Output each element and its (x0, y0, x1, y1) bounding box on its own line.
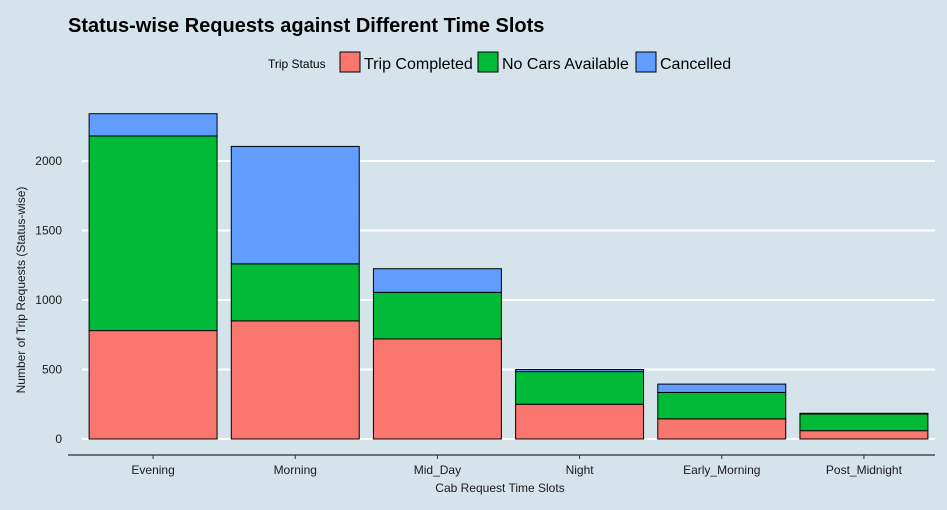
legend-label: Trip Completed (364, 56, 473, 73)
x-tick-label: Evening (131, 463, 174, 477)
y-tick-label: 1000 (35, 293, 62, 307)
bar-segment (515, 403, 645, 440)
legend-swatch (635, 51, 657, 73)
bar-segment (799, 430, 929, 440)
bar-segment (88, 135, 218, 332)
x-tick-label: Mid_Day (414, 463, 461, 477)
x-axis-label: Cab Request Time Slots (435, 481, 564, 495)
y-tick-label: 500 (42, 363, 62, 377)
bar-segment (799, 413, 929, 432)
x-tick-label: Morning (274, 463, 317, 477)
legend-swatch (339, 51, 361, 73)
bar-segment (372, 338, 502, 440)
y-axis-label: Number of Trip Requests (Status-wise) (14, 187, 28, 394)
legend-label: No Cars Available (502, 56, 629, 73)
bar-segment (515, 369, 645, 373)
legend-swatch (477, 51, 499, 73)
chart-title: Status-wise Requests against Different T… (68, 15, 544, 37)
gridlines (82, 160, 935, 440)
bar-segment (230, 320, 360, 440)
y-tick-labels: 0 500 1000 1500 2000 (35, 154, 62, 446)
bars (88, 113, 929, 440)
legend-title: Trip Status (268, 57, 326, 71)
bar-segment (88, 113, 218, 137)
y-tick-label: 2000 (35, 154, 62, 168)
bar-segment (372, 291, 502, 340)
bar-segment (230, 263, 360, 322)
y-tick-label: 0 (55, 432, 62, 446)
bar-segment (799, 412, 929, 415)
bar-segment (515, 371, 645, 405)
bar-segment (372, 268, 502, 293)
x-tick-label: Night (566, 463, 595, 477)
bar-segment (88, 330, 218, 440)
bar-segment (657, 418, 787, 440)
y-tick-label: 1500 (35, 224, 62, 238)
bar-segment (657, 391, 787, 420)
legend-label: Cancelled (660, 56, 731, 73)
bar-segment (230, 145, 360, 265)
x-tick-label: Post_Midnight (826, 463, 903, 477)
legend: Trip Status Trip Completed No Cars Availa… (268, 51, 731, 73)
bar-segment (657, 383, 787, 393)
x-tick-label: Early_Morning (683, 463, 760, 477)
x-tick-labels: Evening Morning Mid_Day Night Early_Morning P… (131, 455, 903, 477)
